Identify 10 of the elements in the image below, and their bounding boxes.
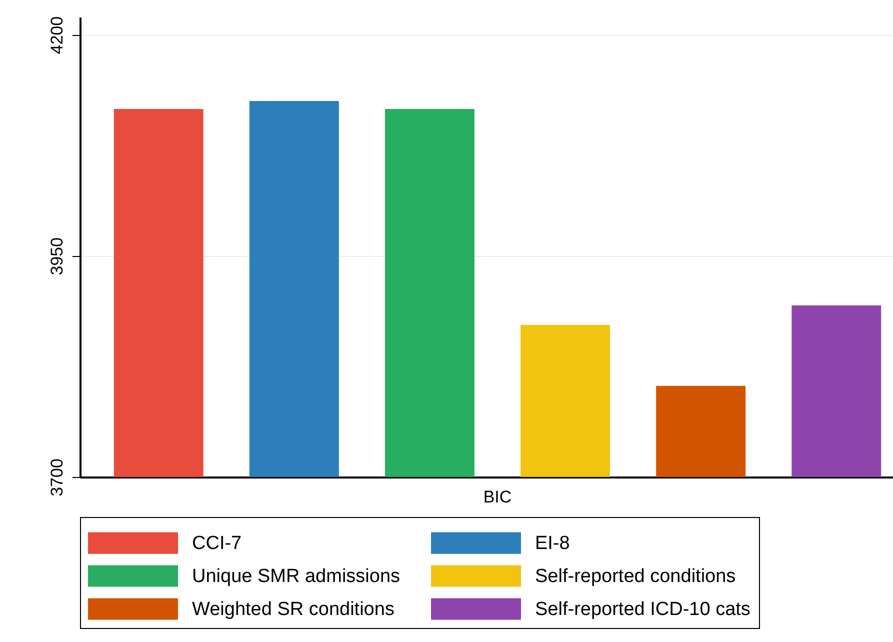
legend-label: CCI-7 <box>192 533 242 554</box>
y-tick-label: 4200 <box>48 16 66 54</box>
legend-label: EI-8 <box>535 533 570 554</box>
legend-label: Unique SMR admissions <box>192 566 400 587</box>
x-tick-label: BIC <box>483 488 512 506</box>
y-tick-label: 3950 <box>48 237 66 276</box>
y-tick-label: 3700 <box>48 458 66 496</box>
legend-label: Self-reported conditions <box>535 566 736 587</box>
legend-label: Self-reported ICD-10 cats <box>535 599 750 620</box>
legend-label: Weighted SR conditions <box>192 599 394 620</box>
